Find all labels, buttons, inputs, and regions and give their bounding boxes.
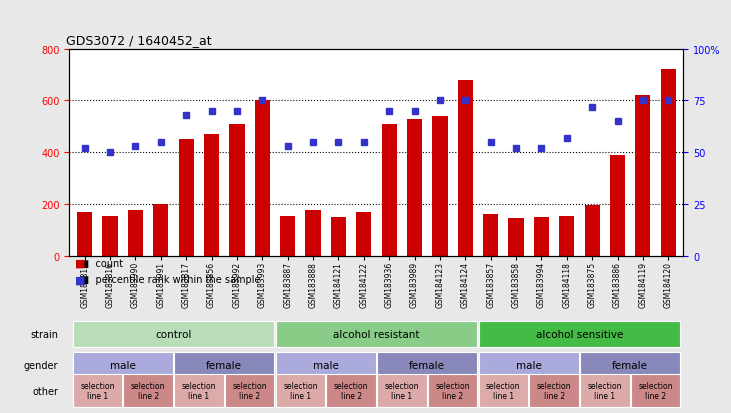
Bar xyxy=(72,374,122,407)
Text: gender: gender xyxy=(23,360,58,370)
Bar xyxy=(479,374,528,407)
Bar xyxy=(585,206,599,256)
Bar xyxy=(580,374,629,407)
Bar xyxy=(534,217,549,256)
Bar xyxy=(377,352,477,377)
Text: alcohol sensitive: alcohol sensitive xyxy=(536,330,623,339)
Bar xyxy=(276,374,325,407)
Bar xyxy=(428,374,477,407)
Bar xyxy=(331,217,346,256)
Text: ■: ■ xyxy=(75,275,86,285)
Bar xyxy=(128,211,143,256)
Text: selection
line 2: selection line 2 xyxy=(537,381,572,400)
Text: female: female xyxy=(206,360,242,370)
Bar xyxy=(174,374,224,407)
Bar xyxy=(72,322,274,347)
Text: selection
line 2: selection line 2 xyxy=(131,381,165,400)
Text: selection
line 2: selection line 2 xyxy=(638,381,673,400)
Text: alcohol resistant: alcohol resistant xyxy=(333,330,420,339)
Bar xyxy=(72,352,173,377)
Bar xyxy=(254,101,270,256)
Bar xyxy=(635,96,651,256)
Text: male: male xyxy=(313,360,338,370)
Text: ■  percentile rank within the sample: ■ percentile rank within the sample xyxy=(80,275,261,285)
Text: control: control xyxy=(155,330,192,339)
Bar xyxy=(178,140,194,256)
Text: selection
line 1: selection line 1 xyxy=(181,381,216,400)
Bar xyxy=(432,116,447,256)
Text: other: other xyxy=(32,386,58,396)
Bar xyxy=(276,322,477,347)
Bar xyxy=(458,81,473,256)
Bar xyxy=(225,374,274,407)
Text: selection
line 2: selection line 2 xyxy=(232,381,267,400)
Text: GDS3072 / 1640452_at: GDS3072 / 1640452_at xyxy=(67,34,212,47)
Bar xyxy=(382,124,397,256)
Bar xyxy=(204,135,219,256)
Bar xyxy=(610,155,625,256)
Bar xyxy=(559,216,575,256)
Text: strain: strain xyxy=(30,330,58,339)
Bar xyxy=(174,352,274,377)
Text: selection
line 1: selection line 1 xyxy=(588,381,622,400)
Bar xyxy=(102,216,118,256)
Text: male: male xyxy=(110,360,136,370)
Bar xyxy=(631,374,681,407)
Text: selection
line 1: selection line 1 xyxy=(486,381,520,400)
Bar xyxy=(280,216,295,256)
Bar xyxy=(483,215,499,256)
Bar xyxy=(529,374,579,407)
Text: selection
line 2: selection line 2 xyxy=(436,381,470,400)
Bar xyxy=(479,352,579,377)
Text: selection
line 1: selection line 1 xyxy=(385,381,419,400)
Bar xyxy=(508,218,523,256)
Text: male: male xyxy=(516,360,542,370)
Bar xyxy=(356,212,371,256)
Text: selection
line 2: selection line 2 xyxy=(334,381,368,400)
Text: ■  count: ■ count xyxy=(80,258,124,268)
Bar xyxy=(580,352,681,377)
Bar xyxy=(276,352,376,377)
Text: selection
line 1: selection line 1 xyxy=(80,381,115,400)
Text: selection
line 1: selection line 1 xyxy=(283,381,317,400)
Bar xyxy=(661,70,676,256)
Text: female: female xyxy=(409,360,445,370)
Text: ■: ■ xyxy=(75,258,86,268)
Bar xyxy=(407,119,422,256)
Bar xyxy=(230,124,245,256)
Text: female: female xyxy=(612,360,648,370)
Bar xyxy=(124,374,173,407)
Bar xyxy=(77,212,92,256)
Bar xyxy=(306,211,321,256)
Bar xyxy=(479,322,681,347)
Bar xyxy=(154,204,168,256)
Bar xyxy=(377,374,427,407)
Bar xyxy=(326,374,376,407)
